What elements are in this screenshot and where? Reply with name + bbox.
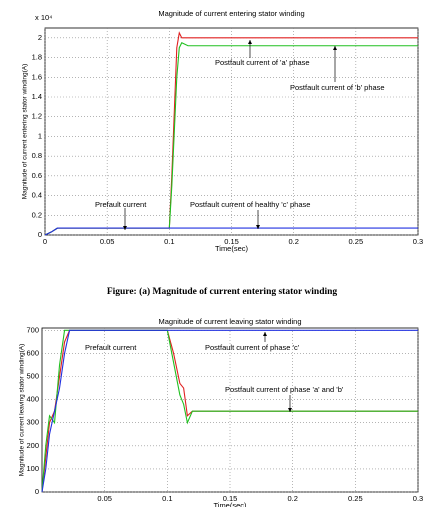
chart-title: Magnitude of current leaving stator wind… (159, 317, 302, 326)
arrow-head (263, 332, 267, 336)
y-tick-label: 0.6 (32, 171, 42, 180)
x-tick-label: 0.15 (224, 237, 239, 246)
x-tick-label: 0.15 (223, 494, 238, 503)
x-axis-label: Time(sec) (215, 244, 249, 253)
y-tick-label: 100 (26, 464, 39, 473)
arrow-head (288, 408, 292, 412)
y-tick-label: 0 (38, 230, 42, 239)
arrow-head (123, 226, 127, 230)
annotation: Postfault current of phase 'a' and 'b' (225, 385, 344, 394)
y-tick-label: 0.2 (32, 210, 42, 219)
y-tick-label: 500 (26, 371, 39, 380)
y-tick-label: 2 (38, 33, 42, 42)
x-tick-label: 0 (43, 237, 47, 246)
x-tick-label: 0.05 (100, 237, 115, 246)
y-axis-label: Magnitude of current leaving stator wind… (19, 344, 26, 477)
y-tick-label: 1.8 (32, 53, 42, 62)
annotation: Postfault current of healthy 'c' phase (190, 200, 310, 209)
y-tick-label: 0 (35, 487, 39, 496)
annotation: Prefault current (85, 343, 137, 352)
series-line (44, 227, 418, 236)
y-tick-label: 1 (38, 131, 42, 140)
x-tick-label: 0.25 (349, 237, 364, 246)
y-tick-label: 700 (26, 325, 39, 334)
caption: Figure: (a) Magnitude of current enterin… (107, 286, 338, 297)
y-tick-label: 1.2 (32, 112, 42, 121)
series-line (41, 329, 418, 493)
x-tick-label: 0.2 (287, 494, 297, 503)
y-tick-label: 1.4 (32, 92, 42, 101)
y-tick-label: 200 (26, 441, 39, 450)
chart-title: Magnitude of current entering stator win… (158, 9, 304, 18)
y-tick-label: 400 (26, 395, 39, 404)
x-tick-label: 0.1 (164, 237, 174, 246)
y-tick-label: 600 (26, 348, 39, 357)
annotation: Postfault current of 'a' phase (215, 58, 310, 67)
annotation: Prefault current (95, 200, 147, 209)
annotation: Postfault current of phase 'c' (205, 343, 300, 352)
arrow-head (333, 46, 337, 50)
x-tick-label: 0.3 (413, 494, 423, 503)
y-tick-label: 300 (26, 418, 39, 427)
arrow-head (256, 225, 260, 229)
x-tick-label: 0.1 (162, 494, 172, 503)
y-scale-label: x 10⁴ (35, 13, 52, 22)
y-tick-label: 0.8 (32, 151, 42, 160)
series-line (41, 329, 418, 493)
x-axis-label: Time(sec) (213, 501, 247, 507)
annotation: Postfault current of 'b' phase (290, 83, 385, 92)
y-tick-label: 1.6 (32, 72, 42, 81)
y-tick-label: 0.4 (32, 191, 42, 200)
x-tick-label: 0.3 (413, 237, 423, 246)
arrow-head (248, 40, 252, 44)
x-tick-label: 0.2 (288, 237, 298, 246)
y-axis-label: Magnitude of current entering stator win… (22, 64, 29, 200)
x-tick-label: 0.25 (348, 494, 363, 503)
x-tick-label: 0.05 (97, 494, 112, 503)
